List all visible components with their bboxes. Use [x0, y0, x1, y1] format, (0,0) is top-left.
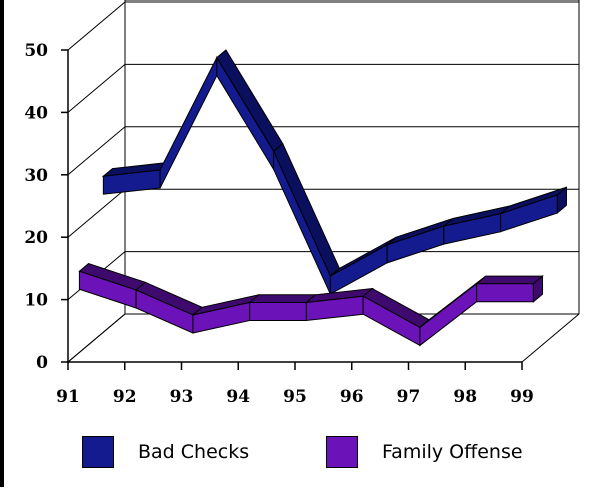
family-offense-segment-face — [250, 302, 307, 320]
family-offense-ribbon — [79, 264, 542, 346]
x-tick-label: 94 — [226, 387, 250, 407]
legend-swatch-family-offense — [326, 436, 358, 468]
side-gridline — [68, 2, 125, 50]
side-gridline — [68, 64, 125, 112]
side-gridline — [68, 189, 125, 237]
floor-left-edge — [68, 314, 125, 362]
x-tick-label: 95 — [283, 387, 307, 407]
legend-item-bad-checks: Bad Checks — [82, 432, 249, 472]
x-tick-label: 99 — [510, 387, 534, 407]
y-tick-label: 20 — [24, 228, 48, 248]
x-tick-label: 97 — [397, 387, 421, 407]
bad-checks-ribbon — [103, 50, 566, 294]
x-tick-label: 92 — [113, 387, 137, 407]
legend-label-family-offense: Family Offense — [382, 441, 523, 463]
y-tick-label: 50 — [24, 41, 48, 61]
floor-right-edge — [522, 314, 579, 362]
side-gridline — [68, 127, 125, 175]
bad-checks-segment-top — [217, 50, 283, 151]
legend-item-family-offense: Family Offense — [326, 432, 523, 472]
family-offense-segment-top — [477, 276, 543, 284]
legend-swatch-bad-checks — [82, 436, 114, 468]
left-frame-bar — [0, 0, 4, 487]
y-tick-label: 0 — [36, 353, 48, 373]
bad-checks-segment-top — [274, 144, 340, 276]
x-tick-label: 98 — [453, 387, 477, 407]
y-tick-label: 40 — [24, 103, 48, 123]
bad-checks-segment-face — [160, 58, 217, 188]
family-offense-segment-face — [420, 284, 477, 346]
family-offense-segment-face — [477, 284, 534, 302]
family-offense-segment-top — [250, 295, 316, 303]
x-tick-label: 93 — [170, 387, 194, 407]
y-tick-label: 30 — [24, 166, 48, 186]
bad-checks-segment-face — [217, 58, 274, 170]
legend-label-bad-checks: Bad Checks — [138, 441, 249, 463]
x-tick-label: 96 — [340, 387, 364, 407]
bad-checks-segment-face — [274, 151, 331, 294]
x-tick-label: 91 — [56, 387, 80, 407]
y-tick-label: 10 — [24, 291, 48, 311]
